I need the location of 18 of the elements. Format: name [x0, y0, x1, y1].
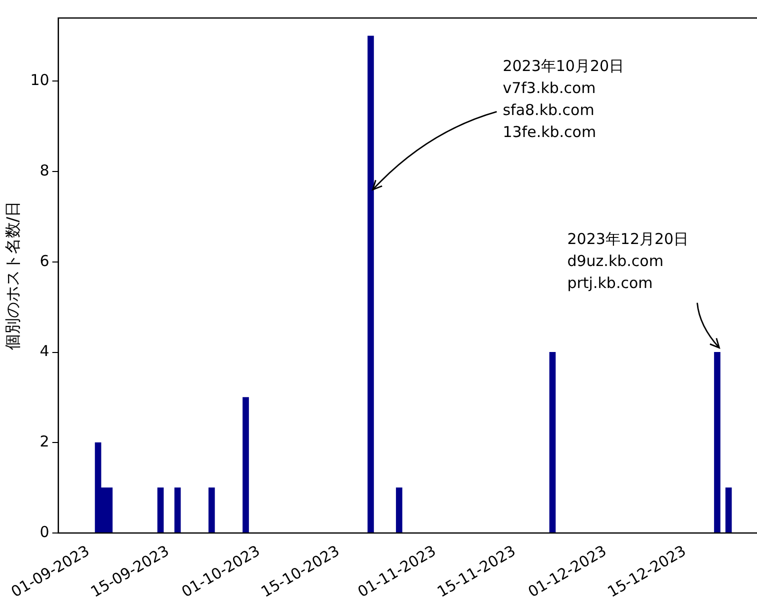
bar — [208, 487, 215, 533]
bar — [714, 352, 720, 533]
y-tick-label: 0 — [40, 522, 50, 541]
y-tick-label: 4 — [40, 342, 50, 360]
annotation: 2023年10月20日 v7f3.kb.com sfa8.kb.com 13fe.kb.com — [502, 57, 624, 142]
bar — [157, 487, 164, 533]
bar — [368, 36, 374, 533]
bar — [396, 487, 402, 533]
y-axis-title: 個別のホスト名数/日 — [2, 200, 22, 350]
bar — [549, 352, 556, 533]
bar — [174, 487, 181, 533]
y-tick-label: 6 — [40, 252, 50, 270]
annotation: 2023年12月20日 d9uz.kb.com prtj.kb.com — [567, 230, 689, 292]
y-tick-label: 8 — [40, 161, 50, 180]
y-tick-label: 2 — [40, 432, 50, 451]
y-tick-label: 10 — [30, 71, 50, 90]
bar — [242, 397, 249, 533]
bar — [725, 487, 732, 533]
